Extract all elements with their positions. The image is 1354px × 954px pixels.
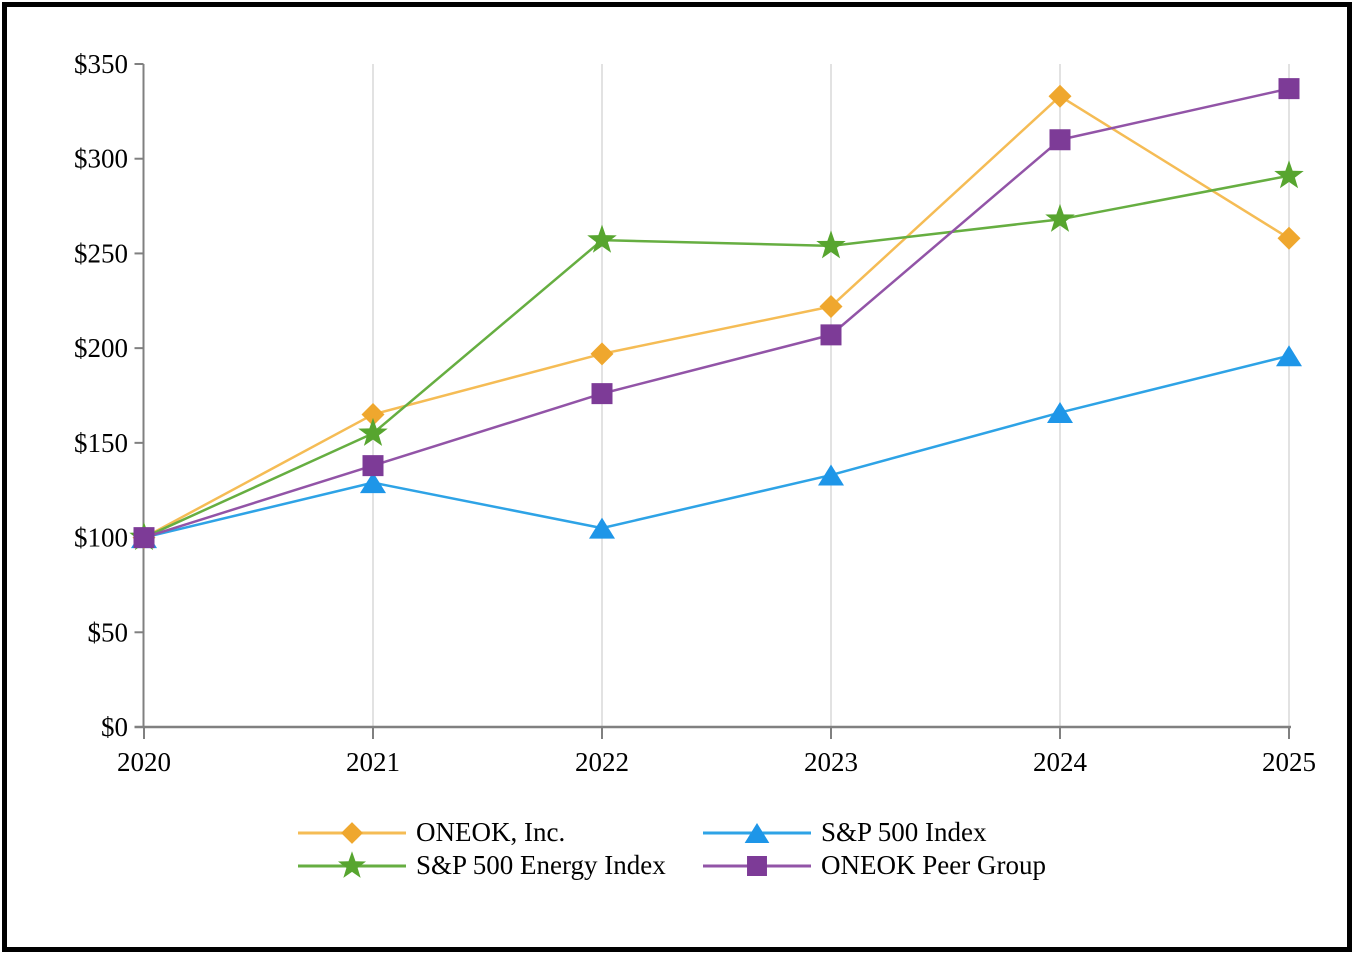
marker-s-p-500-energy-index-2021 bbox=[358, 417, 388, 446]
legend-label-oneok-peer-group: ONEOK Peer Group bbox=[821, 850, 1046, 880]
marker-oneok-inc-2021 bbox=[361, 402, 385, 426]
marker-oneok-inc-2025 bbox=[1277, 226, 1301, 250]
y-tick-label-250: $250 bbox=[74, 238, 128, 268]
y-tick-label-150: $150 bbox=[74, 428, 128, 458]
legend-marker-s-p-500-energy-index bbox=[337, 850, 367, 878]
legend-item-sp500-energy-index: S&P 500 Energy Index bbox=[298, 849, 703, 882]
marker-s-p-500-energy-index-2023 bbox=[816, 230, 846, 259]
y-tick-label-350: $350 bbox=[74, 49, 128, 79]
marker-s-p-500-energy-index-2025 bbox=[1274, 160, 1304, 189]
x-tick-label-2025: 2025 bbox=[1262, 747, 1316, 777]
marker-oneok-inc-2023 bbox=[819, 294, 843, 318]
x-tick-label-2023: 2023 bbox=[804, 747, 858, 777]
marker-s-p-500-index-2025 bbox=[1276, 345, 1302, 367]
y-tick-label-50: $50 bbox=[88, 617, 129, 647]
legend-label-sp500-index: S&P 500 Index bbox=[821, 817, 987, 847]
square-marker-icon bbox=[703, 855, 811, 876]
x-tick-label-2021: 2021 bbox=[346, 747, 400, 777]
legend-item-sp500-index: S&P 500 Index bbox=[703, 816, 1046, 849]
marker-oneok-peer-group-2024 bbox=[1049, 129, 1071, 151]
marker-s-p-500-index-2024 bbox=[1047, 402, 1073, 424]
marker-oneok-peer-group-2020 bbox=[133, 527, 155, 549]
marker-oneok-peer-group-2023 bbox=[820, 324, 842, 346]
marker-oneok-inc-2022 bbox=[590, 342, 614, 366]
y-tick-label-0: $0 bbox=[101, 712, 128, 742]
marker-oneok-peer-group-2025 bbox=[1278, 78, 1300, 100]
marker-s-p-500-index-2021 bbox=[360, 472, 386, 494]
marker-s-p-500-index-2022 bbox=[589, 517, 615, 539]
series-line-oneok-inc bbox=[143, 94, 1290, 539]
x-tick-label-2020: 2020 bbox=[117, 747, 171, 777]
chart-legend: ONEOK, Inc. S&P 500 Index S&P 500 Energy… bbox=[298, 816, 1046, 882]
triangle-marker-icon bbox=[703, 822, 811, 843]
legend-item-oneok-inc: ONEOK, Inc. bbox=[298, 816, 703, 849]
y-tick-label-100: $100 bbox=[74, 523, 128, 553]
diamond-marker-icon bbox=[298, 821, 406, 844]
y-tick-label-300: $300 bbox=[74, 144, 128, 174]
legend-label-sp500-energy-index: S&P 500 Energy Index bbox=[416, 850, 666, 880]
marker-s-p-500-energy-index-2022 bbox=[587, 224, 617, 253]
series-line-s-p-500-energy-index bbox=[143, 174, 1290, 539]
series-line-oneok-peer-group bbox=[143, 87, 1290, 539]
legend-marker-oneok-peer-group bbox=[747, 855, 767, 876]
legend-label-oneok-inc: ONEOK, Inc. bbox=[416, 817, 566, 847]
star-marker-icon bbox=[298, 850, 406, 878]
marker-oneok-peer-group-2021 bbox=[362, 455, 384, 477]
y-tick-label-200: $200 bbox=[74, 333, 128, 363]
series-line-s-p-500-index bbox=[143, 354, 1290, 539]
marker-oneok-peer-group-2022 bbox=[591, 383, 613, 405]
x-tick-label-2022: 2022 bbox=[575, 747, 629, 777]
marker-s-p-500-index-2023 bbox=[818, 464, 844, 486]
legend-item-oneok-peer-group: ONEOK Peer Group bbox=[703, 849, 1046, 882]
legend-marker-s-p-500-index bbox=[744, 822, 770, 843]
x-tick-label-2024: 2024 bbox=[1033, 747, 1088, 777]
marker-oneok-inc-2024 bbox=[1048, 84, 1072, 108]
legend-marker-oneok-inc bbox=[341, 821, 363, 844]
marker-s-p-500-energy-index-2024 bbox=[1045, 203, 1075, 232]
